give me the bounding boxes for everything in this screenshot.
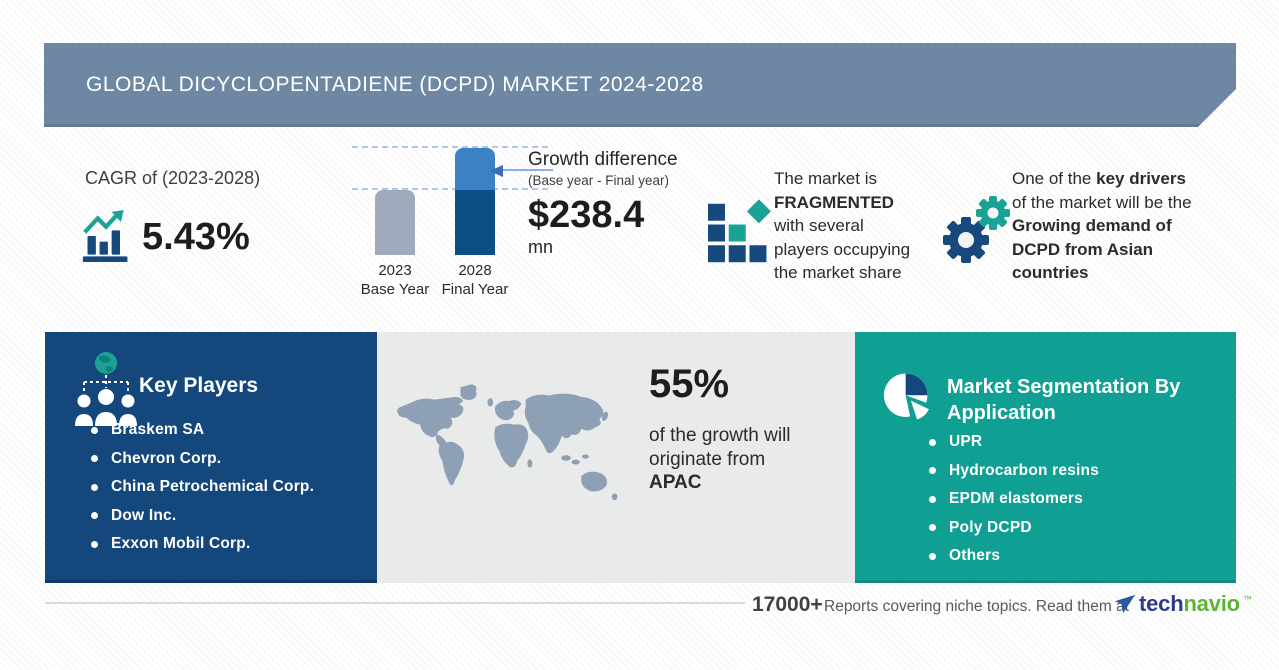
bar-year-2028: 2028 xyxy=(458,262,492,279)
growth-origin-percent: 55% xyxy=(649,362,730,406)
footer-divider xyxy=(45,602,745,604)
list-item: Poly DCPD xyxy=(929,518,1099,536)
bullet-icon xyxy=(91,483,98,491)
bar-chart-trend-up-icon xyxy=(82,210,132,262)
segment-name: EPDM elastomers xyxy=(949,490,1083,507)
brand-tech: tech xyxy=(1139,591,1184,616)
key-players-title: Key Players xyxy=(139,374,259,397)
list-item: Others xyxy=(929,547,1099,564)
list-item: Hydrocarbon resins xyxy=(929,461,1100,479)
key-driver-line1: One of the key drivers xyxy=(1012,167,1192,191)
key-driver-bold3: countries xyxy=(1012,263,1089,282)
growth-origin-panel: 55% of the growth will originate from AP… xyxy=(377,332,855,583)
segment-name: Others xyxy=(949,547,1001,564)
fragmented-highlight: FRAGMENTED xyxy=(774,192,894,212)
segment-name: Hydrocarbon resins xyxy=(949,461,1100,479)
fragmented-line1: The market is xyxy=(774,169,877,188)
dashed-guide-top xyxy=(352,146,548,148)
key-driver-bold2: DCPD from Asian xyxy=(1012,239,1154,259)
growth-origin-line2: originate from xyxy=(649,448,766,470)
list-item: Braskem SA xyxy=(91,421,314,438)
key-player-name: China Petrochemical Corp. xyxy=(111,478,315,495)
key-driver-text: One of the key drivers of the market wil… xyxy=(1012,167,1192,285)
brand-wordmark: technavio xyxy=(1139,593,1240,615)
key-player-name: Dow Inc. xyxy=(111,506,177,524)
bullet-icon xyxy=(929,438,936,446)
bar-year-2023: 2023 xyxy=(378,262,412,279)
key-driver-bold1: Growing demand of xyxy=(1012,216,1172,235)
bullet-icon xyxy=(929,524,936,531)
bar-label-2023: 2023 Base Year xyxy=(355,261,435,299)
header-bar: GLOBAL DICYCLOPENTADIENE (DCPD) MARKET 2… xyxy=(44,43,1236,127)
paper-plane-icon xyxy=(1114,594,1136,614)
trademark-symbol: ™ xyxy=(1242,594,1252,604)
key-driver-prefix: One of the xyxy=(1012,169,1097,188)
growth-difference-subtitle: (Base year - Final year) xyxy=(528,173,670,188)
bullet-icon xyxy=(929,552,936,560)
cagr-value: 5.43% xyxy=(142,216,250,258)
growth-difference-callout: Growth difference (Base year - Final yea… xyxy=(528,149,678,258)
list-item: China Petrochemical Corp. xyxy=(91,478,315,495)
growth-difference-title: Growth difference xyxy=(528,149,678,170)
bullet-icon xyxy=(929,495,936,503)
segmentation-panel: Market Segmentation By Application UPR H… xyxy=(855,332,1236,583)
segmentation-list: UPR Hydrocarbon resins EPDM elastomers P… xyxy=(929,433,1100,577)
bar-caption-2023: Base Year xyxy=(360,281,430,298)
growth-origin-line1: of the growth will xyxy=(649,425,791,446)
bullet-icon xyxy=(91,512,98,519)
brand-navio: navio xyxy=(1183,591,1240,616)
left-arrow-icon xyxy=(489,165,503,177)
bullet-icon xyxy=(929,467,936,474)
reports-count: 17000+ xyxy=(752,593,823,616)
key-driver-line2: of the market will be the xyxy=(1012,192,1192,212)
growth-difference-value: $238.4 xyxy=(528,194,645,236)
key-players-list: Braskem SA Chevron Corp. China Petrochem… xyxy=(91,421,315,565)
key-player-name: Exxon Mobil Corp. xyxy=(111,535,251,552)
callout-arrow-line xyxy=(503,169,553,171)
bullet-icon xyxy=(91,455,98,462)
bullet-icon xyxy=(91,426,98,434)
bar-label-2028: 2028 Final Year xyxy=(435,261,515,299)
fragmented-line2: with several xyxy=(774,216,864,235)
list-item: Dow Inc. xyxy=(91,506,314,524)
bar-2028-final-year xyxy=(455,148,495,255)
growth-difference-unit: mn xyxy=(528,237,554,257)
key-player-name: Braskem SA xyxy=(111,421,205,438)
segment-name: UPR xyxy=(949,433,983,450)
list-item: Chevron Corp. xyxy=(91,449,314,467)
globe-people-network-icon xyxy=(73,350,139,426)
segment-name: Poly DCPD xyxy=(949,518,1032,536)
key-driver-highlight: key drivers xyxy=(1096,169,1186,188)
list-item: EPDM elastomers xyxy=(929,490,1099,507)
world-map xyxy=(391,380,641,522)
pie-chart-icon xyxy=(883,370,937,424)
list-item: Exxon Mobil Corp. xyxy=(91,535,314,552)
segmentation-title-line2: Application xyxy=(947,402,1056,424)
footer-tagline: Reports covering niche topics. Read them… xyxy=(824,598,1129,615)
scattered-squares-icon xyxy=(708,198,774,268)
segmentation-title: Market Segmentation By Application xyxy=(947,374,1180,426)
growth-origin-lines: of the growth will originate from APAC xyxy=(649,424,791,495)
key-players-panel: Key Players Braskem SA Chevron Corp. Chi… xyxy=(45,332,377,583)
bar-caption-2028: Final Year xyxy=(441,281,509,298)
bar-2023-base-year xyxy=(375,190,415,255)
fragmented-line4: the market share xyxy=(774,263,902,282)
growth-origin-text: 55% of the growth will originate from AP… xyxy=(649,362,791,495)
fragmented-text: The market is FRAGMENTED with several pl… xyxy=(774,167,910,285)
dashed-guide-base xyxy=(352,188,548,190)
bullet-icon xyxy=(91,540,98,548)
technavio-logo: technavio ™ xyxy=(1114,593,1252,615)
fragmented-line3: players occupying xyxy=(774,239,911,259)
segmentation-title-line1: Market Segmentation By xyxy=(947,376,1181,398)
page-title: GLOBAL DICYCLOPENTADIENE (DCPD) MARKET 2… xyxy=(86,73,704,96)
list-item: UPR xyxy=(929,433,1099,450)
gears-icon xyxy=(941,194,1011,266)
growth-origin-region: APAC xyxy=(649,472,702,493)
key-player-name: Chevron Corp. xyxy=(111,449,222,467)
cagr-label: CAGR of (2023-2028) xyxy=(85,168,261,188)
